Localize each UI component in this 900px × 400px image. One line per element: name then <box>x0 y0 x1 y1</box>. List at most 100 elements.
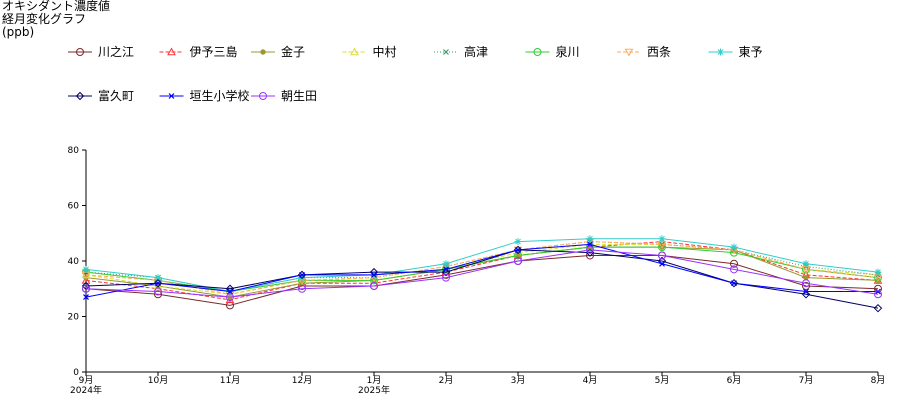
data-point <box>297 270 307 280</box>
legend-label: 中村 <box>373 44 397 59</box>
data-point <box>659 260 665 267</box>
data-point <box>515 246 521 253</box>
data-point <box>873 303 883 313</box>
legend-label: 金子 <box>281 44 305 59</box>
legend-marker-x <box>443 49 449 55</box>
y-tick-label: 40 <box>68 257 80 267</box>
data-point <box>803 274 809 281</box>
data-point <box>658 235 666 243</box>
data-point <box>802 260 810 268</box>
y-tick-label: 20 <box>68 313 80 323</box>
legend-item[interactable]: 朝生田 <box>251 89 317 103</box>
data-point <box>81 281 91 291</box>
data-point <box>299 271 305 278</box>
x-tick-label: 5月 <box>655 375 670 386</box>
legend-marker-circle <box>533 48 542 56</box>
data-point <box>514 251 522 260</box>
y-tick-label: 80 <box>68 146 80 156</box>
data-point <box>730 265 738 274</box>
legend-label: 富久町 <box>98 88 134 103</box>
legend-label: 伊予三島 <box>190 44 238 59</box>
data-point <box>874 268 882 276</box>
series-朝生田 <box>82 245 882 302</box>
data-point <box>442 273 450 282</box>
data-point <box>802 279 810 288</box>
legend-marker-circle <box>259 92 267 100</box>
x-tick-label: 7月 <box>799 375 814 386</box>
data-point <box>226 301 234 310</box>
x-tick-label: 2月 <box>439 375 454 386</box>
data-point <box>802 281 810 290</box>
x-year-label: 2025年 <box>358 384 390 396</box>
data-point <box>586 251 594 260</box>
legend-marker-diamond <box>75 91 85 101</box>
legend-item[interactable]: 富久町 <box>68 88 134 103</box>
legend-item[interactable]: 垣生小学校 <box>159 88 250 103</box>
data-point <box>370 281 378 290</box>
data-point <box>81 275 91 284</box>
data-point <box>585 248 595 257</box>
data-point <box>298 284 306 293</box>
data-point <box>513 245 523 255</box>
legend-marker-triangle-down <box>624 48 634 57</box>
legend-label: 東予 <box>739 45 763 59</box>
legend-label: 高津 <box>464 44 488 59</box>
legend-item[interactable]: 高津 <box>434 44 488 59</box>
data-point <box>225 295 235 304</box>
data-point <box>82 265 90 273</box>
x-tick-label: 10月 <box>148 375 168 386</box>
data-point <box>586 245 594 254</box>
legend-item[interactable]: 伊予三島 <box>159 44 238 59</box>
chart-subtitle: 経月変化グラフ <box>2 12 87 26</box>
data-point <box>371 271 377 278</box>
x-tick-label: 3月 <box>511 375 526 386</box>
legend-label: 朝生田 <box>281 89 317 103</box>
series-line <box>85 241 879 295</box>
legend-item[interactable]: 中村 <box>342 44 397 59</box>
data-point <box>154 274 162 282</box>
data-point <box>875 288 881 295</box>
data-point <box>154 290 162 299</box>
legend-marker-circle <box>76 48 84 56</box>
data-point <box>442 260 450 268</box>
data-point <box>514 238 522 246</box>
x-tick-label: 8月 <box>871 375 886 386</box>
x-tick-label: 6月 <box>727 375 742 386</box>
legend-marker-dot <box>260 49 266 55</box>
data-point <box>586 235 594 243</box>
series-富久町 <box>81 245 883 313</box>
y-axis-unit-label: (ppb) <box>2 25 35 39</box>
chart-title-block: オキシダント濃度値 経月変化グラフ (ppb) <box>2 0 110 39</box>
legend-item[interactable]: 東予 <box>708 45 763 59</box>
data-point <box>83 294 89 300</box>
x-tick-label: 4月 <box>583 375 598 386</box>
series-line <box>85 249 879 298</box>
data-point <box>443 266 449 273</box>
data-point <box>226 293 234 302</box>
legend-item[interactable]: 泉川 <box>525 45 580 59</box>
series-line <box>85 241 879 301</box>
x-tick-label: 1月 <box>367 375 382 386</box>
data-point <box>227 288 233 295</box>
data-point <box>729 278 739 288</box>
series-line <box>85 238 879 293</box>
series-line <box>85 254 879 306</box>
data-point <box>731 280 737 287</box>
legend-label: 垣生小学校 <box>190 88 250 103</box>
data-point <box>658 251 666 260</box>
x-tick-label: 9月 <box>79 375 94 386</box>
legend-marker-star <box>717 48 724 56</box>
legend-item[interactable]: 川之江 <box>68 45 134 59</box>
legend-marker-triangle <box>167 47 176 56</box>
data-point <box>153 278 163 288</box>
data-point <box>874 290 882 299</box>
legend-marker-triangle <box>350 47 359 56</box>
series-line <box>85 241 879 293</box>
legend-item[interactable]: 金子 <box>251 44 305 59</box>
series-垣生小学校 <box>83 241 881 300</box>
data-point <box>82 284 90 293</box>
data-point <box>514 257 522 265</box>
legend-item[interactable]: 西条 <box>617 45 671 59</box>
